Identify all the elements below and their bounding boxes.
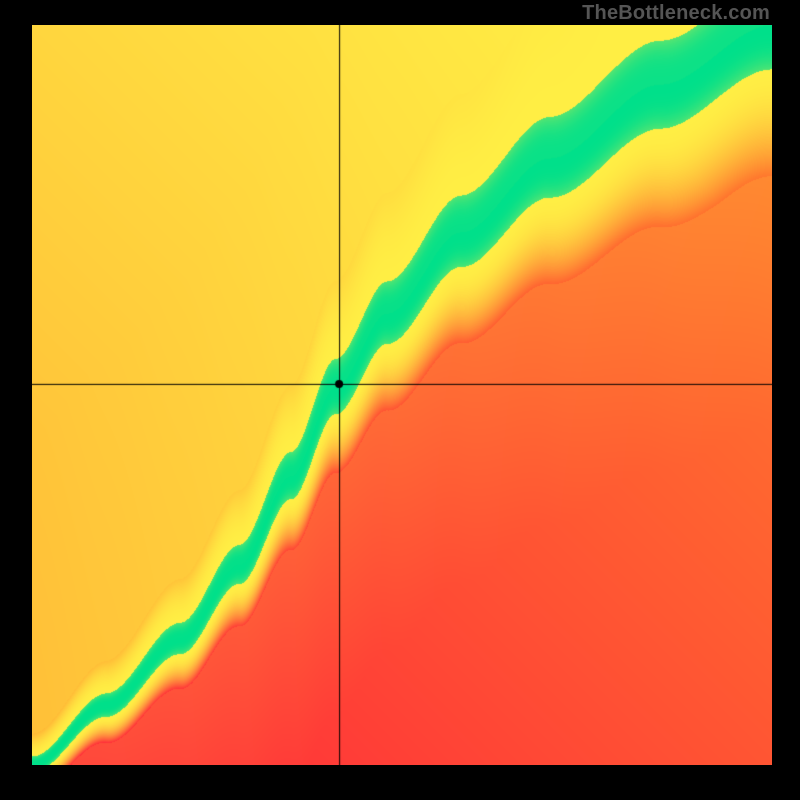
watermark-text: TheBottleneck.com	[582, 2, 770, 25]
chart-container: TheBottleneck.com	[0, 0, 800, 800]
bottleneck-heatmap	[32, 25, 772, 765]
